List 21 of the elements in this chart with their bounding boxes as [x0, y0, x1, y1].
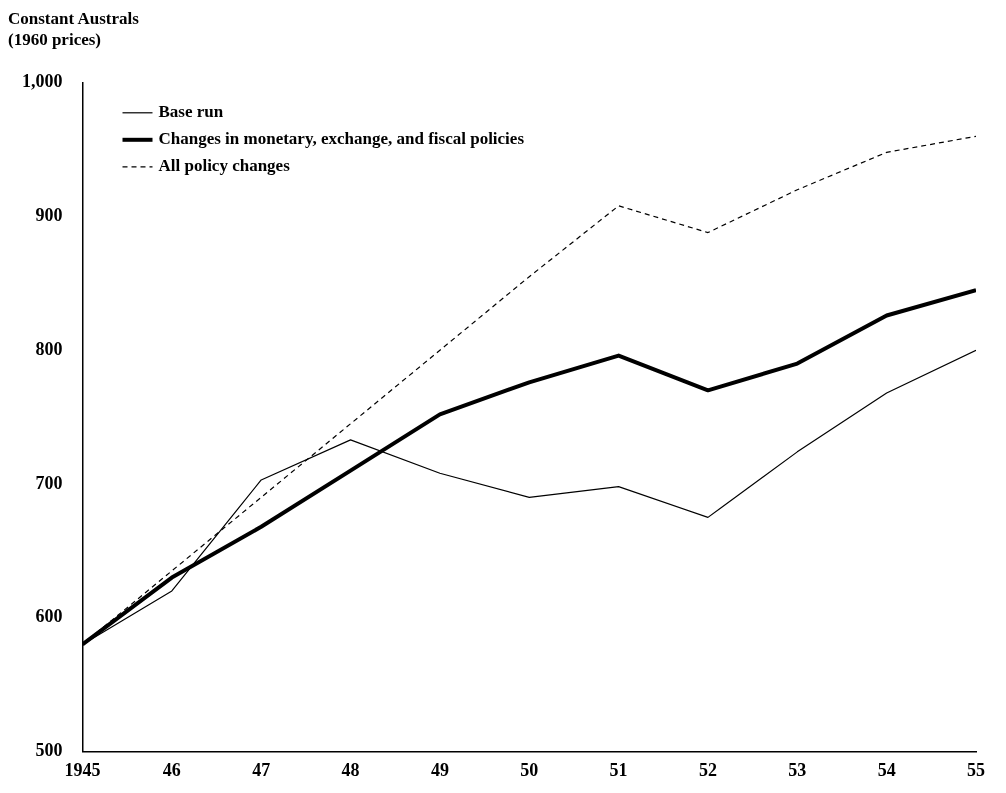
legend-label: Base run	[158, 102, 224, 122]
y-tick-label: 900	[35, 205, 63, 226]
x-tick-label: 48	[341, 759, 360, 780]
x-tick-label: 53	[788, 759, 807, 780]
x-tick-label: 47	[252, 759, 271, 780]
x-tick-label: 52	[698, 759, 717, 780]
y-tick-label: 800	[35, 338, 63, 359]
y-tick-label: 700	[35, 472, 63, 493]
x-tick-label: 1945	[64, 759, 101, 780]
y-tick-label: 600	[35, 606, 63, 627]
legend-label: All policy changes	[158, 156, 291, 176]
x-tick-label: 54	[877, 759, 896, 780]
x-tick-label: 51	[609, 759, 628, 780]
x-tick-label: 49	[430, 759, 449, 780]
x-tick-label: 50	[520, 759, 539, 780]
y-tick-label: 500	[35, 740, 63, 761]
x-tick-label: 46	[162, 759, 181, 780]
y-tick-label: 1,000	[22, 71, 63, 92]
y-axis-title: Constant Australs (1960 prices)	[8, 8, 139, 51]
legend-label: Changes in monetary, exchange, and fiscal policies	[158, 129, 525, 149]
x-tick-label: 55	[967, 759, 985, 780]
